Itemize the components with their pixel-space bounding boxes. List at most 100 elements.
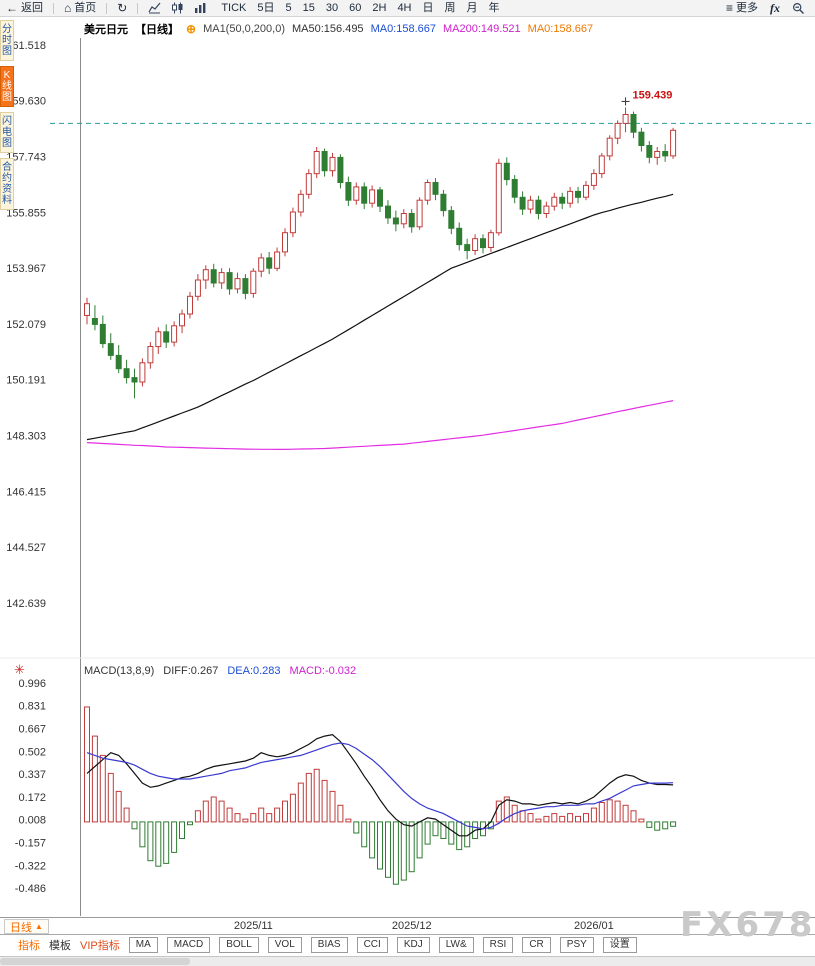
refresh-icon: ↻ [117, 1, 128, 15]
period-button-5[interactable]: 5 [285, 1, 292, 14]
period-button-月[interactable]: 月 [466, 1, 478, 14]
x-axis-label: 2025/11 [233, 920, 273, 932]
home-button[interactable]: ⌂ 首页 [64, 0, 96, 17]
period-button-2H[interactable]: 2H [372, 1, 387, 14]
timeframe-selector-button[interactable]: 日线 ▲ [4, 919, 49, 934]
candlestick-chart-button[interactable] [171, 2, 184, 14]
price-axis-label: 159.630 [6, 96, 46, 108]
diff-line [86, 734, 674, 837]
chart-type-tab-3[interactable]: 合约资料 [0, 158, 14, 210]
period-button-日[interactable]: 日 [422, 1, 434, 14]
horizontal-scrollbar[interactable] [0, 956, 815, 966]
top-toolbar: ← 返回 ⌂ 首页 ↻ TICK 5日 5 15 30 60 2H 4H 日周月年 ≡ 更多 f… [0, 0, 815, 17]
indicator-tab-PSY[interactable]: PSY [559, 937, 594, 953]
arrow-up-icon: ▲ [35, 922, 43, 931]
price-axis-label: 146.415 [6, 486, 46, 498]
indicator-toolbar: 指标 模板 VIP指标 MA MACD BOLL VOL BIAS CCI KDJ LW& RSI CR… [0, 934, 815, 955]
indicator-tab-VOL[interactable]: VOL [267, 937, 302, 953]
ma-line-MA50 [86, 193, 674, 441]
indicator-link-VIP指标[interactable]: VIP指标 [80, 940, 120, 952]
candlestick-chart-canvas[interactable]: 161.518 159.630 157.743 155.855 153.967 152.0… [0, 18, 815, 918]
fx-function-button[interactable]: fx [770, 0, 780, 15]
zoom-out-button[interactable] [792, 2, 805, 15]
period-tag: 【日线】 [135, 24, 179, 36]
indicator-tab-LW&[interactable]: LW& [438, 937, 474, 953]
macd-header: MACD(13,8,9) DIFF:0.267 DEA:0.283 MACD:-… [84, 665, 356, 677]
indicator-tab-RSI[interactable]: RSI [482, 937, 514, 953]
indicator-link-模板[interactable]: 模板 [49, 940, 71, 952]
period-button-15[interactable]: 15 [302, 1, 315, 14]
macd-axis-label: -0.486 [15, 883, 46, 895]
timeline-chart-icon [148, 2, 161, 14]
price-axis-label: 148.303 [6, 431, 46, 443]
indicator-tab-设置[interactable]: 设置 [602, 937, 637, 953]
ma0-orange-value-label: MA0:158.667 [527, 23, 594, 35]
volume-bars-icon [195, 3, 206, 13]
period-button-60[interactable]: 60 [349, 1, 362, 14]
indicator-tab-BIAS[interactable]: BIAS [310, 937, 348, 953]
timeframe-label: 日线 [10, 921, 32, 934]
x-axis-label: 2026/01 [573, 920, 614, 932]
indicator-link-指标[interactable]: 指标 [18, 940, 40, 952]
ma-settings-label: MA1(50,0,200,0) [203, 23, 285, 35]
price-axis-label: 144.527 [6, 542, 46, 554]
period-button-年[interactable]: 年 [488, 1, 500, 14]
macd-axis-label: 0.172 [18, 792, 46, 804]
macd-params-label: MACD(13,8,9) [84, 665, 155, 677]
back-label: 返回 [21, 1, 43, 14]
macd-axis-label: -0.322 [15, 860, 46, 872]
more-button[interactable]: ≡ 更多 [726, 0, 758, 17]
macd-axis-label: 0.502 [18, 746, 46, 758]
x-axis-label: 2025/12 [391, 920, 432, 932]
period-button-4H[interactable]: 4H [397, 1, 412, 14]
indicator-tab-CR[interactable]: CR [522, 937, 551, 953]
price-axis-label: 157.743 [6, 152, 46, 164]
add-indicator-icon[interactable]: ⊕ [186, 22, 197, 36]
ma-line-MA200 [86, 400, 674, 450]
toolbar-right-group: ≡ 更多 fx [726, 0, 809, 16]
menu-icon: ≡ [725, 1, 733, 15]
macd-value-label: MACD:-0.032 [289, 665, 357, 677]
fx678-watermark: FX678 [680, 905, 815, 945]
period-button-周[interactable]: 周 [444, 1, 456, 14]
macd-axis-label: 0.008 [18, 815, 46, 827]
toolbar-separator [106, 2, 108, 14]
price-axis-label: 152.079 [6, 319, 46, 331]
volume-chart-button[interactable] [194, 2, 207, 14]
chart-type-tab-2[interactable]: 闪电图 [0, 112, 14, 153]
toolbar-separator [53, 2, 54, 14]
home-icon: ⌂ [64, 1, 72, 15]
price-axis-label: 155.855 [6, 207, 46, 219]
diff-value-label: DIFF:0.267 [163, 665, 219, 677]
indicator-tab-MACD[interactable]: MACD [166, 937, 211, 953]
macd-axis-label: 0.337 [18, 769, 46, 781]
macd-axis-label: 0.667 [18, 724, 46, 736]
price-axis-label: 150.191 [6, 375, 46, 387]
indicator-tab-MA[interactable]: MA [128, 937, 158, 953]
dea-line [86, 742, 674, 830]
indicator-tab-CCI[interactable]: CCI [356, 937, 388, 953]
price-axis-label: 153.967 [6, 263, 46, 275]
macd-axis-label: 0.996 [18, 678, 46, 690]
high-price-label: 159.439 [633, 89, 673, 101]
scrollbar-thumb[interactable] [0, 958, 190, 965]
toolbar-separator [137, 2, 139, 14]
refresh-button[interactable]: ↻ [117, 2, 127, 14]
period-button-TICK[interactable]: TICK [221, 1, 247, 14]
home-label: 首页 [74, 1, 97, 14]
back-button[interactable]: ← 返回 [6, 0, 43, 17]
indicator-tab-KDJ[interactable]: KDJ [396, 937, 430, 953]
price-axis-label: 161.518 [6, 40, 46, 52]
indicator-tab-BOLL[interactable]: BOLL [219, 937, 259, 953]
period-button-5日[interactable]: 5日 [257, 1, 275, 14]
period-button-30[interactable]: 30 [325, 1, 339, 14]
macd-settings-icon[interactable]: ✳ [14, 662, 25, 677]
period-button-group: TICK 5日 5 15 30 60 2H 4H 日周月年 [221, 0, 499, 17]
candlestick-chart-icon [172, 2, 183, 14]
symbol-title: 美元日元 [84, 24, 128, 36]
macd-axis-label: -0.157 [15, 838, 46, 850]
chart-type-tab-0[interactable]: 分时图 [0, 20, 14, 61]
timeline-chart-button[interactable] [148, 2, 161, 14]
